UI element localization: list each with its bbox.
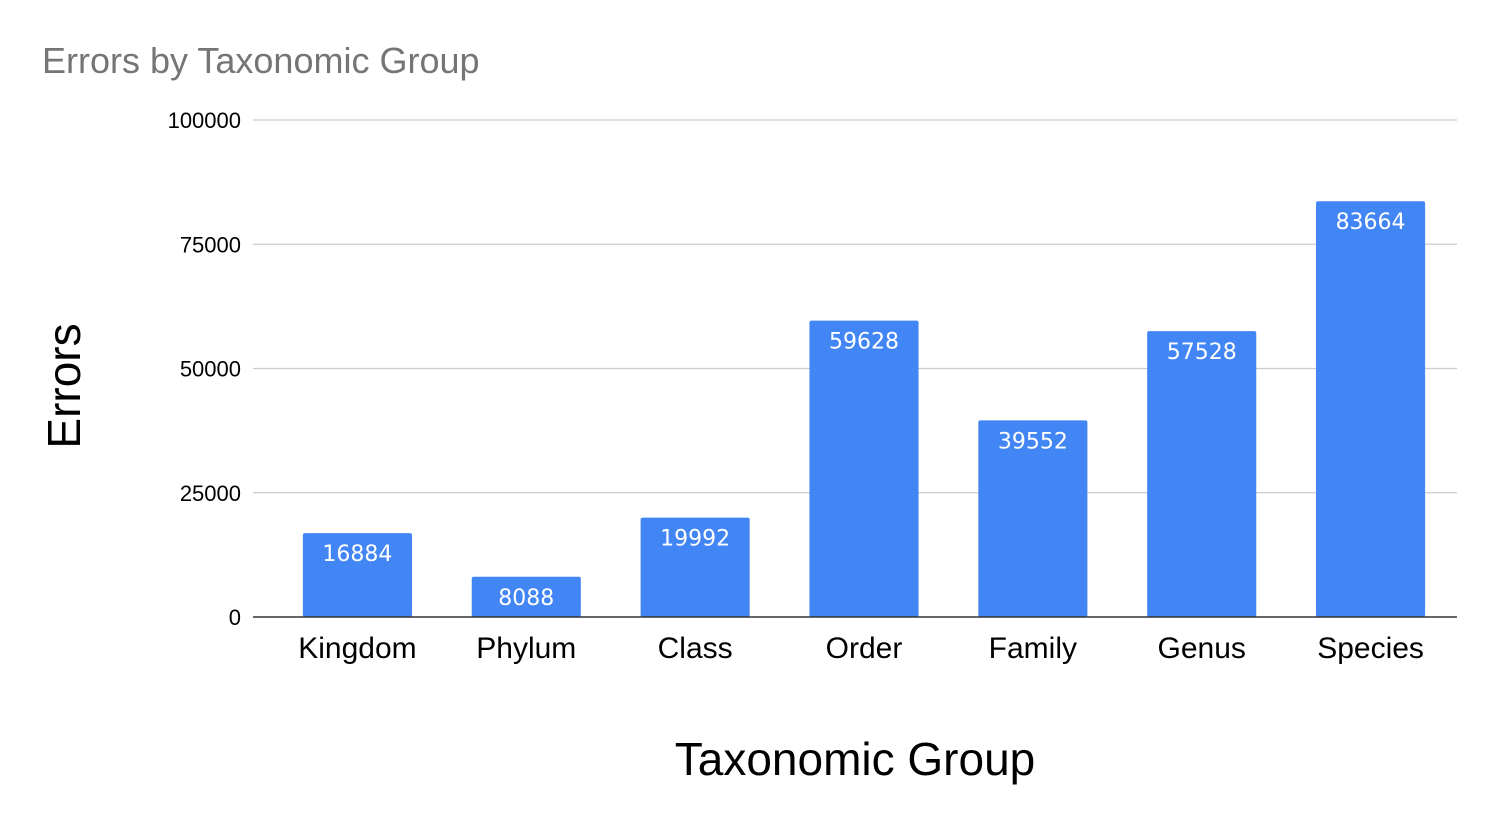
x-axis-label: Taxonomic Group	[675, 733, 1036, 785]
bars	[302, 201, 1426, 617]
bar-genus	[1147, 331, 1257, 617]
bar-class	[640, 517, 750, 617]
x-axis-ticks: Kingdom Phylum Class Order Family Genus Specie…	[298, 632, 1424, 665]
bar-kingdom	[302, 533, 412, 617]
y-tick-label: 50000	[180, 357, 241, 382]
bar-family	[978, 420, 1088, 617]
y-tick-label: 75000	[180, 232, 241, 257]
data-label-order: 59628	[829, 330, 899, 355]
data-label-kingdom: 16884	[322, 542, 392, 567]
y-tick-label: 0	[229, 605, 241, 630]
x-tick-label-kingdom: Kingdom	[298, 632, 416, 665]
data-label-family: 39552	[998, 429, 1068, 454]
y-axis-ticks: 0 25000 50000 75000 100000	[168, 108, 241, 630]
x-tick-label-species: Species	[1317, 632, 1424, 665]
chart-title: Errors by Taxonomic Group	[42, 40, 480, 81]
data-labels: 16884 8088 19992 59628 39552 57528 83664	[322, 210, 1405, 611]
x-tick-label-genus: Genus	[1158, 632, 1246, 665]
x-tick-label-family: Family	[989, 632, 1077, 665]
x-tick-label-order: Order	[826, 632, 903, 665]
bar-phylum	[471, 576, 581, 617]
y-axis-label: Errors	[38, 323, 90, 448]
data-label-class: 19992	[660, 527, 730, 552]
data-label-species: 83664	[1336, 210, 1406, 235]
y-tick-label: 100000	[168, 108, 241, 133]
data-label-genus: 57528	[1167, 340, 1237, 365]
x-tick-label-class: Class	[658, 632, 733, 665]
bar-species	[1316, 201, 1426, 617]
x-tick-label-phylum: Phylum	[476, 632, 576, 665]
y-tick-label: 25000	[180, 481, 241, 506]
data-label-phylum: 8088	[498, 586, 554, 611]
bar-order	[809, 320, 919, 617]
